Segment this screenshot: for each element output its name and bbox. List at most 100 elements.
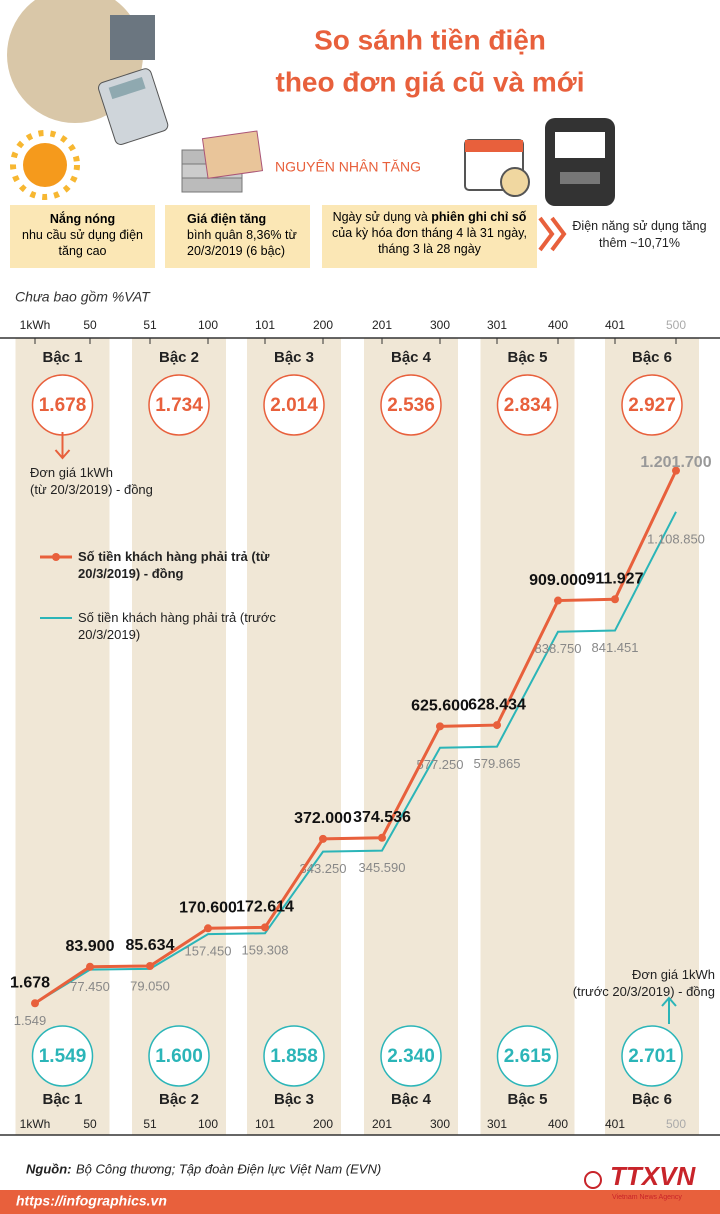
unit-price-circle	[263, 374, 325, 436]
cause-card: Nắng nóng nhu cầu sử dụng điện tăng cao	[10, 205, 155, 268]
logo: TTXVN	[610, 1161, 696, 1191]
x-tick-label: 50	[83, 318, 97, 332]
tier-label: Bậc 3	[274, 349, 314, 366]
cause-card: Ngày sử dụng và phiên ghi chỉ số của kỳ …	[322, 205, 537, 268]
title-line: So sánh tiền điện	[314, 24, 546, 55]
unit-price-circle	[621, 374, 683, 436]
copyright-icon	[584, 1171, 602, 1189]
tier-band	[132, 338, 226, 1135]
unit-price-circle	[380, 374, 442, 436]
unit-price-circle	[148, 1025, 210, 1087]
x-tick-label: 101	[255, 318, 275, 332]
tier-label: Bậc 4	[391, 1091, 432, 1108]
x-tick-label: 301	[487, 318, 507, 332]
unit-note: Đơn giá 1kWh (trước 20/3/2019) - đồng	[555, 966, 715, 1000]
tier-label: Bậc 2	[159, 349, 199, 366]
unit-price-label: 2.701	[628, 1046, 676, 1067]
data-label: 1.549	[14, 1013, 47, 1028]
unit-price-circle	[31, 1025, 94, 1087]
cause-title: Giá điện tăng	[187, 212, 267, 226]
data-label: 1.108.850	[647, 531, 705, 546]
data-label: 170.600	[179, 899, 237, 916]
data-point	[436, 722, 444, 731]
data-label: 1.678	[10, 974, 50, 991]
x-tick-label: 500	[666, 318, 686, 332]
chevrons	[538, 216, 567, 252]
note-line: (từ 20/3/2019) - đồng	[30, 482, 153, 497]
cause-text: Điện năng sử dụng tăng thêm ~10,71%	[572, 219, 707, 250]
data-point	[31, 999, 39, 1008]
footer-band	[0, 1190, 720, 1214]
tier-label: Bậc 4	[391, 349, 432, 366]
data-label: 372.000	[294, 810, 352, 827]
x-tick-label: 200	[313, 1117, 333, 1131]
unit-price-circle	[263, 1025, 325, 1087]
money-icon	[181, 130, 264, 193]
data-label: 345.590	[359, 860, 406, 875]
x-tick-label: 101	[255, 1117, 275, 1131]
data-label: 172.614	[236, 899, 294, 916]
series-line	[34, 511, 677, 1005]
data-point	[319, 834, 327, 843]
x-tick-label: 201	[372, 1117, 392, 1131]
x-tick-label: 1kWh	[20, 1117, 51, 1131]
x-tick-label: 100	[198, 1117, 218, 1131]
unit-price-circle	[496, 374, 559, 436]
tier-band	[364, 338, 458, 1135]
x-tick-label: 500	[666, 1117, 686, 1131]
sun-icon	[10, 130, 80, 200]
x-tick-label: 400	[548, 318, 568, 332]
tier-label: Bậc 6	[632, 1091, 672, 1108]
data-label: 157.450	[185, 944, 232, 959]
unit-price-label: 1.734	[155, 395, 203, 416]
data-point	[378, 833, 386, 842]
unit-price-circle	[380, 1025, 442, 1087]
arrow	[54, 432, 71, 460]
data-point	[554, 596, 562, 605]
data-label: 625.600	[411, 698, 469, 715]
tier-label: Bậc 2	[159, 1091, 199, 1108]
tier-label: Bậc 1	[42, 349, 82, 366]
x-tick-label: 300	[430, 1117, 450, 1131]
title-line: theo đơn giá cũ và mới	[276, 66, 585, 97]
cause-bold: phiên ghi chỉ số	[431, 210, 527, 224]
unit-price-label: 2.014	[270, 395, 318, 416]
tier-label: Bậc 5	[507, 349, 547, 366]
unit-price-label: 2.927	[628, 395, 676, 416]
data-label: 909.000	[529, 572, 587, 589]
x-tick-label: 100	[198, 318, 218, 332]
unit-price-label: 2.615	[504, 1046, 552, 1067]
data-label: 343.250	[300, 861, 347, 876]
data-label: 579.865	[474, 756, 521, 771]
causes-heading: NGUYÊN NHÂN TĂNG	[275, 159, 421, 175]
legend-swatch	[52, 553, 60, 561]
note-line: Đơn giá 1kWh	[30, 465, 113, 480]
tier-label: Bậc 5	[507, 1091, 547, 1108]
cause-card: Giá điện tăng bình quân 8,36% từ 20/3/20…	[165, 205, 310, 268]
x-tick-label: 401	[605, 318, 625, 332]
source: Bộ Công thương; Tập đoàn Điện lực Việt N…	[76, 1161, 381, 1176]
data-point	[672, 466, 680, 475]
data-label: 374.536	[353, 809, 411, 826]
data-label: 838.750	[535, 641, 582, 656]
source-label: Nguồn:	[26, 1161, 71, 1176]
note-line: (trước 20/3/2019) - đồng	[572, 984, 715, 999]
data-point	[493, 721, 501, 730]
data-point	[204, 924, 212, 933]
x-tick-label: 51	[143, 318, 157, 332]
data-label: 841.451	[592, 640, 639, 655]
unit-price-label: 1.549	[39, 1046, 87, 1067]
cause-text: của kỳ hóa đơn tháng 4 là 31 ngày, tháng…	[332, 226, 527, 256]
legend-entry: Số tiền khách hàng phải trả (trước 20/3/…	[78, 610, 276, 642]
tier-band	[605, 338, 699, 1135]
unit-price-label: 2.340	[387, 1046, 435, 1067]
data-label: 79.050	[130, 978, 170, 993]
unit-note: Đơn giá 1kWh (từ 20/3/2019) - đồng	[30, 464, 210, 498]
x-tick-label: 1kWh	[20, 318, 51, 332]
data-point	[611, 595, 619, 604]
footer-url[interactable]: https://infographics.vn	[16, 1193, 167, 1209]
x-tick-label: 300	[430, 318, 450, 332]
note-line: Đơn giá 1kWh	[632, 967, 715, 982]
arrow	[661, 996, 677, 1024]
